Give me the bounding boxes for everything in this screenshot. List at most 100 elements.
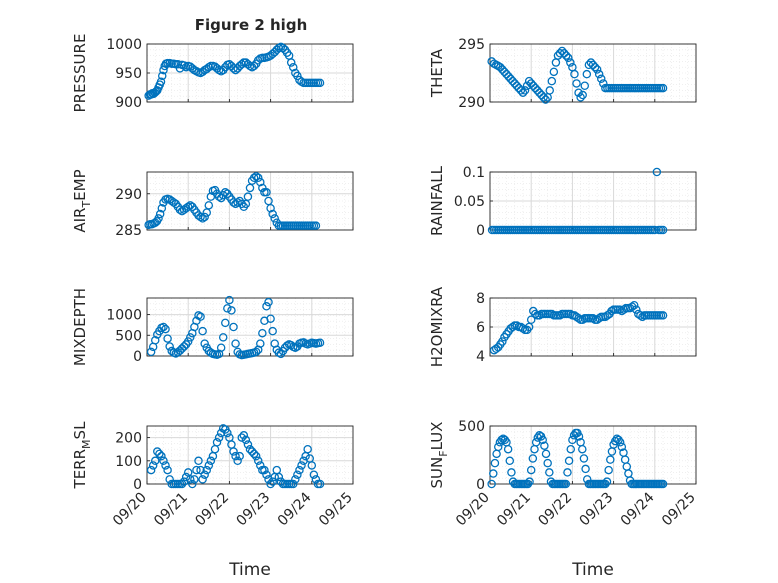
data-point xyxy=(508,322,517,332)
data-point xyxy=(167,346,176,356)
data-point xyxy=(505,456,515,466)
data-point xyxy=(159,322,168,332)
data-point xyxy=(539,93,548,102)
data-point xyxy=(251,172,261,181)
data-point xyxy=(564,53,573,63)
y-tick-label: 100 xyxy=(115,454,142,470)
data-point xyxy=(543,458,552,468)
y-label-main: AIR xyxy=(71,208,89,233)
data-point xyxy=(291,475,300,484)
y-tick-label: 950 xyxy=(115,66,142,82)
data-point xyxy=(237,60,247,69)
data-point xyxy=(570,69,579,79)
data-point xyxy=(243,440,253,449)
data-point xyxy=(574,314,583,323)
data-point xyxy=(518,324,528,333)
data-point xyxy=(525,477,534,486)
data-point xyxy=(541,95,550,104)
data-point xyxy=(218,333,228,342)
data-point xyxy=(526,465,536,475)
axes-box xyxy=(146,171,354,231)
data-point xyxy=(578,444,587,454)
data-point xyxy=(186,475,195,484)
data-point xyxy=(652,167,662,177)
data-point xyxy=(266,203,275,213)
subplot-theta: 290 295 THETA xyxy=(428,37,697,111)
data-point xyxy=(568,435,577,445)
data-point xyxy=(574,88,583,97)
y-label-subscript: M xyxy=(80,439,93,449)
data-point xyxy=(198,475,207,484)
data-point xyxy=(547,76,557,86)
data-point xyxy=(545,86,554,95)
data-point xyxy=(561,51,571,60)
data-point xyxy=(530,444,539,454)
data-point xyxy=(251,451,261,461)
data-point xyxy=(165,342,174,351)
x-tick-label: 09/24 xyxy=(618,489,658,529)
data-point xyxy=(607,306,616,316)
data-point xyxy=(658,83,668,93)
data-point xyxy=(221,318,230,328)
data-point xyxy=(233,198,242,207)
data-point xyxy=(540,441,549,450)
y-tick-label: 0.05 xyxy=(454,194,485,210)
data-point xyxy=(303,444,312,454)
data-point xyxy=(157,71,167,81)
data-point xyxy=(604,465,613,475)
data-point xyxy=(200,470,209,479)
data-point xyxy=(179,61,189,70)
y-tick-label: 1000 xyxy=(106,37,142,53)
data-point xyxy=(256,339,265,348)
data-point xyxy=(615,305,625,314)
data-point xyxy=(311,221,321,230)
data-point xyxy=(574,432,584,441)
data-point xyxy=(214,192,224,201)
data-point xyxy=(196,212,205,222)
data-point xyxy=(547,309,557,319)
y-tick-label: 900 xyxy=(115,95,142,111)
data-point xyxy=(186,333,195,342)
data-point xyxy=(212,437,222,447)
data-point xyxy=(620,455,630,464)
data-point xyxy=(516,86,526,95)
data-point xyxy=(235,451,244,461)
subplot-air_temp: 285 290 AIRTEMP xyxy=(71,169,354,239)
x-tick-label: 09/20 xyxy=(110,490,150,530)
y-label-main: TERR xyxy=(71,449,89,490)
subplot-h2omixra: 4 6 8 H2OMIXRA xyxy=(428,286,697,367)
data-point xyxy=(243,192,253,201)
data-point xyxy=(231,339,240,348)
data-point xyxy=(545,468,554,477)
data-point xyxy=(251,347,261,357)
data-point xyxy=(606,455,615,464)
data-point xyxy=(150,336,160,345)
data-point xyxy=(155,209,165,219)
data-point xyxy=(223,428,232,438)
data-point xyxy=(498,337,507,346)
data-point xyxy=(237,433,247,442)
data-point xyxy=(202,465,211,475)
data-point xyxy=(622,462,632,471)
data-point xyxy=(258,328,267,338)
data-point xyxy=(231,451,240,461)
data-point xyxy=(229,198,238,207)
y-tick-label: 290 xyxy=(458,95,485,111)
data-point xyxy=(528,454,538,463)
data-point xyxy=(262,302,271,311)
data-point xyxy=(179,342,189,351)
data-point xyxy=(150,456,160,466)
data-point xyxy=(538,435,547,445)
data-point xyxy=(286,58,296,67)
y-label-tail: EMP xyxy=(71,169,89,200)
y-tick-label: 200 xyxy=(115,431,142,447)
data-point xyxy=(566,58,575,67)
y-label-main: SUN xyxy=(428,457,446,489)
data-point xyxy=(268,477,277,486)
subplot-terr_msl: 0 100 200 TERRMSL 09/20 09/21 09/22 09/23 09/24 0… xyxy=(71,421,356,580)
data-point xyxy=(503,444,513,454)
data-point xyxy=(229,322,238,332)
data-point xyxy=(489,469,498,478)
y-label-subscript: F xyxy=(437,450,450,456)
y-axis-label: THETA xyxy=(428,48,446,98)
